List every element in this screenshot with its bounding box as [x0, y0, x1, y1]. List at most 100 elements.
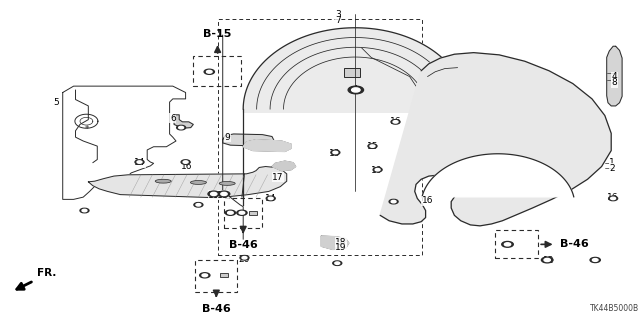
Circle shape	[389, 199, 398, 204]
Text: B-46: B-46	[229, 240, 257, 250]
Circle shape	[237, 210, 247, 215]
Text: *: *	[84, 125, 88, 134]
Text: 20: 20	[239, 255, 250, 263]
Text: 12: 12	[543, 256, 555, 265]
Text: 16: 16	[181, 162, 193, 171]
Circle shape	[351, 88, 360, 92]
Bar	[249, 211, 257, 215]
Circle shape	[611, 197, 616, 200]
Bar	[218, 19, 422, 255]
Circle shape	[502, 241, 513, 247]
Circle shape	[183, 161, 188, 163]
Circle shape	[207, 70, 212, 73]
Polygon shape	[321, 236, 349, 249]
Polygon shape	[243, 140, 291, 152]
Circle shape	[228, 211, 233, 214]
Circle shape	[331, 150, 340, 155]
Text: 19: 19	[335, 243, 347, 252]
Circle shape	[194, 203, 203, 207]
Text: 8: 8	[612, 78, 617, 87]
Text: 2: 2	[609, 164, 614, 173]
Circle shape	[504, 243, 511, 246]
Circle shape	[181, 160, 190, 164]
Circle shape	[541, 257, 553, 263]
Circle shape	[335, 262, 340, 264]
Polygon shape	[88, 167, 287, 198]
Bar	[495, 230, 538, 258]
Circle shape	[200, 273, 210, 278]
Text: FR.: FR.	[37, 269, 56, 278]
Text: 3: 3	[335, 10, 340, 19]
Circle shape	[393, 121, 398, 123]
Text: 11: 11	[217, 191, 228, 200]
Circle shape	[202, 274, 207, 277]
Text: B-46: B-46	[560, 239, 589, 249]
Text: 10: 10	[371, 166, 382, 175]
Text: 11: 11	[208, 191, 220, 200]
Circle shape	[373, 167, 382, 172]
Bar	[224, 198, 262, 228]
Circle shape	[242, 256, 247, 259]
Polygon shape	[380, 53, 611, 226]
Circle shape	[333, 151, 338, 154]
Circle shape	[137, 161, 142, 163]
Text: 13: 13	[329, 149, 340, 158]
Text: 14: 14	[265, 194, 276, 203]
Circle shape	[196, 204, 201, 206]
Text: B-15: B-15	[204, 29, 232, 39]
Polygon shape	[607, 46, 622, 106]
Text: 15: 15	[367, 142, 378, 151]
Text: 18: 18	[335, 238, 347, 247]
Ellipse shape	[219, 182, 236, 185]
Circle shape	[211, 192, 217, 196]
Circle shape	[391, 120, 400, 124]
Polygon shape	[223, 134, 274, 146]
Circle shape	[348, 86, 364, 94]
Bar	[344, 68, 360, 77]
Circle shape	[80, 208, 89, 213]
Polygon shape	[174, 115, 193, 128]
Circle shape	[333, 261, 342, 265]
Bar	[193, 56, 241, 86]
Text: 4: 4	[612, 72, 617, 81]
Circle shape	[368, 144, 377, 148]
Text: +: +	[351, 83, 361, 96]
Polygon shape	[243, 28, 467, 112]
Text: 17: 17	[272, 173, 284, 182]
Text: 9: 9	[225, 133, 230, 142]
Circle shape	[208, 191, 220, 197]
Circle shape	[177, 125, 186, 130]
Circle shape	[221, 192, 227, 196]
Ellipse shape	[191, 181, 206, 184]
Circle shape	[225, 210, 236, 215]
Text: 14: 14	[134, 158, 145, 167]
Text: 5: 5	[54, 98, 59, 107]
Polygon shape	[422, 154, 574, 197]
Circle shape	[204, 69, 214, 74]
Circle shape	[593, 259, 598, 261]
Circle shape	[609, 196, 618, 201]
Ellipse shape	[155, 179, 172, 183]
Circle shape	[82, 209, 87, 212]
Text: 16: 16	[390, 117, 401, 126]
Circle shape	[218, 191, 230, 197]
Circle shape	[240, 256, 249, 260]
Circle shape	[179, 126, 184, 129]
Bar	[220, 273, 228, 277]
Text: 1: 1	[609, 158, 614, 167]
Text: B-46: B-46	[202, 304, 230, 314]
Circle shape	[135, 160, 144, 164]
Text: TK44B5000B: TK44B5000B	[589, 304, 639, 313]
Circle shape	[590, 257, 600, 263]
Text: 16: 16	[422, 197, 433, 205]
Text: 7: 7	[335, 16, 340, 25]
Circle shape	[370, 145, 375, 147]
Circle shape	[268, 197, 273, 200]
Circle shape	[239, 211, 244, 214]
Circle shape	[266, 196, 275, 201]
Circle shape	[391, 200, 396, 203]
Text: 16: 16	[607, 193, 619, 202]
Bar	[195, 260, 237, 292]
Text: 6: 6	[170, 114, 175, 122]
Circle shape	[375, 168, 380, 171]
